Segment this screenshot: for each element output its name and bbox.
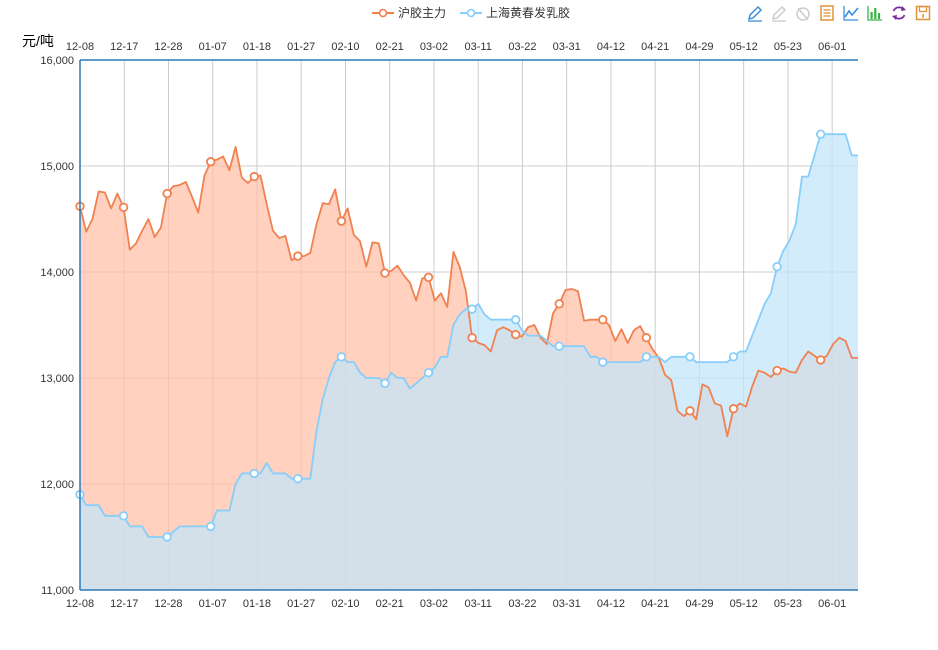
x-tick-label-top: 02-10 — [331, 41, 359, 53]
data-point[interactable] — [728, 352, 739, 362]
line-chart-icon[interactable] — [842, 4, 860, 22]
data-point[interactable] — [423, 368, 434, 378]
data-point[interactable] — [336, 216, 347, 226]
x-tick-label-top: 04-12 — [597, 41, 625, 53]
x-tick-label: 04-29 — [685, 598, 713, 610]
x-tick-label: 05-23 — [774, 598, 802, 610]
x-tick-label: 04-12 — [597, 598, 625, 610]
legend-swatch-futures — [372, 8, 394, 17]
refresh-icon[interactable] — [890, 4, 908, 22]
x-tick-label-top: 03-22 — [508, 41, 536, 53]
y-tick-label: 16,000 — [40, 55, 74, 67]
data-point[interactable] — [423, 272, 434, 282]
x-tick-label-top: 01-18 — [243, 41, 271, 53]
x-tick-label: 03-11 — [465, 598, 492, 610]
x-tick-label: 02-10 — [331, 598, 359, 610]
y-tick-label: 14,000 — [40, 267, 74, 279]
data-view-icon[interactable] — [818, 4, 836, 22]
bar-chart-icon[interactable] — [866, 4, 884, 22]
legend-item-futures[interactable]: 沪胶主力 — [372, 4, 446, 21]
series-layer — [75, 129, 858, 591]
x-tick-label-top: 01-07 — [199, 41, 227, 53]
x-tick-label-top: 02-21 — [376, 41, 404, 53]
x-tick-label-top: 04-21 — [641, 41, 669, 53]
data-point[interactable] — [641, 333, 652, 343]
data-point[interactable] — [467, 333, 477, 343]
data-point[interactable] — [685, 352, 695, 362]
x-tick-label-top: 05-12 — [730, 41, 758, 53]
data-point[interactable] — [772, 262, 782, 272]
y-tick-label: 11,000 — [41, 585, 74, 597]
data-point[interactable] — [380, 268, 390, 278]
x-tick-label-top: 01-27 — [287, 41, 315, 53]
legend-label-futures: 沪胶主力 — [398, 6, 447, 20]
x-tick-label: 05-12 — [730, 598, 758, 610]
data-point[interactable] — [772, 365, 782, 376]
x-tick-label-top: 06-01 — [818, 41, 846, 53]
data-point[interactable] — [118, 202, 129, 213]
data-point[interactable] — [249, 468, 259, 479]
axes: 11,000 12,000 13,000 14,000 15,000 16,000 12-0… — [40, 41, 858, 610]
x-tick-label: 02-21 — [376, 598, 404, 610]
legend-label-latex: 上海黄春发乳胶 — [486, 6, 571, 20]
x-tick-label: 01-07 — [199, 598, 227, 610]
data-point[interactable] — [510, 329, 521, 340]
legend-item-latex[interactable]: 上海黄春发乳胶 — [460, 4, 570, 21]
data-point[interactable] — [293, 251, 303, 261]
x-tick-label-top: 04-29 — [685, 41, 713, 53]
toolbox — [746, 4, 932, 22]
x-tick-label: 12-28 — [154, 598, 182, 610]
data-point[interactable] — [815, 129, 826, 139]
data-point[interactable] — [162, 532, 172, 542]
x-tick-label: 03-02 — [420, 598, 448, 610]
clear-icon[interactable] — [794, 4, 812, 22]
x-tick-label-top: 12-08 — [66, 41, 94, 53]
data-point[interactable] — [206, 521, 216, 532]
x-tick-label: 12-17 — [110, 598, 138, 610]
eraser-icon[interactable] — [770, 4, 788, 22]
x-tick-label-top: 03-02 — [420, 41, 448, 53]
data-point[interactable] — [598, 315, 608, 325]
data-point[interactable] — [554, 299, 564, 309]
data-point[interactable] — [336, 352, 347, 362]
data-point[interactable] — [206, 157, 216, 167]
x-tick-label: 12-08 — [66, 598, 94, 610]
data-point[interactable] — [554, 341, 564, 351]
y-axis-title: 元/吨 — [22, 33, 54, 49]
series-area-1 — [80, 134, 858, 590]
x-tick-label: 04-21 — [641, 598, 669, 610]
x-tick-label: 01-27 — [287, 598, 315, 610]
data-point[interactable] — [467, 304, 477, 314]
data-point[interactable] — [598, 357, 608, 367]
y-tick-label: 12,000 — [40, 479, 74, 491]
save-icon[interactable] — [914, 4, 932, 22]
x-tick-label: 03-31 — [553, 598, 581, 610]
x-tick-label-top: 12-28 — [154, 41, 182, 53]
x-tick-label-top: 05-23 — [774, 41, 802, 53]
data-point[interactable] — [815, 355, 826, 365]
data-point[interactable] — [641, 352, 652, 362]
data-point[interactable] — [293, 474, 303, 484]
x-tick-label: 06-01 — [818, 598, 846, 610]
pen-icon[interactable] — [746, 4, 764, 22]
data-point[interactable] — [380, 378, 390, 388]
x-tick-label-top: 03-11 — [465, 41, 492, 53]
x-tick-label: 03-22 — [508, 598, 536, 610]
legend: 沪胶主力 上海黄春发乳胶 — [372, 4, 570, 21]
data-point[interactable] — [118, 511, 129, 521]
x-tick-label: 01-18 — [243, 598, 271, 610]
data-point[interactable] — [249, 171, 259, 182]
data-point[interactable] — [162, 188, 172, 199]
x-tick-label-top: 03-31 — [553, 41, 581, 53]
y-tick-label: 15,000 — [40, 161, 74, 173]
y-tick-label: 13,000 — [40, 373, 74, 385]
legend-swatch-latex — [460, 8, 483, 17]
data-point[interactable] — [510, 315, 521, 325]
data-point[interactable] — [728, 404, 739, 414]
data-point[interactable] — [685, 406, 695, 416]
x-tick-label-top: 12-17 — [110, 41, 138, 53]
